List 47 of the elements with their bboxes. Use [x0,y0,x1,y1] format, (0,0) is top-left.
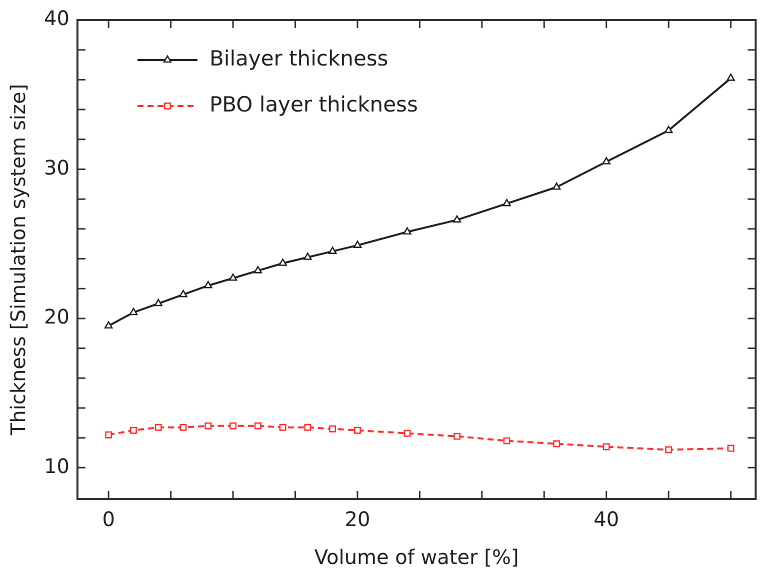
point [553,440,560,448]
point [503,437,510,444]
point [328,246,337,254]
point [502,198,511,206]
point [304,424,312,431]
x-tick-label: 0 [102,507,115,532]
point [454,432,460,440]
legend-label: Bilayer thickness [209,46,388,70]
x-tick-label: 20 [344,507,370,532]
point [154,298,162,306]
point [404,430,411,437]
point [354,426,361,434]
point [602,157,610,164]
point [403,227,412,235]
point [180,424,187,431]
point [727,444,734,452]
y-tick-label: 20 [44,304,70,329]
point [602,443,610,450]
x-axis-title: Volume of water [%] [314,545,519,570]
point [254,422,262,430]
legend-label: PBO layer thickness [209,92,418,116]
y-axis-title: Thickness [Simulation system size] [6,84,30,436]
point [304,252,312,260]
point [726,74,735,81]
point [105,431,112,438]
point [204,280,212,288]
point [204,422,212,430]
point [452,215,462,223]
point [279,424,286,431]
point [329,425,336,432]
y-tick-label: 30 [44,155,70,180]
point [179,290,188,298]
point [278,258,287,266]
point [230,422,236,430]
point [130,426,137,434]
point [104,321,113,329]
point [228,274,238,281]
y-tick-label: 10 [44,454,70,478]
point [665,446,672,454]
point [353,240,362,248]
x-tick-label: 40 [594,507,620,532]
point [154,424,162,431]
point [129,308,138,316]
point [552,182,561,190]
point [664,126,673,134]
point [254,266,262,274]
y-tick-label: 40 [44,6,70,30]
